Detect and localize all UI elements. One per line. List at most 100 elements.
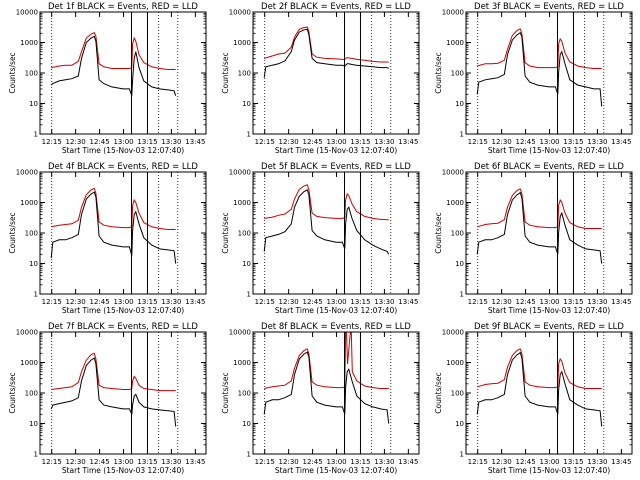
- x-tick-label: 13:00: [539, 458, 559, 466]
- y-axis-label: Counts/sec: [221, 52, 230, 93]
- y-tick-label: 10000: [16, 9, 38, 17]
- series-line-lld: [477, 188, 602, 229]
- y-tick-label: 100: [238, 70, 251, 78]
- panel-det-2: Det 2f BLACK = Events, RED = LLD 1 10 100 10…: [221, 2, 420, 155]
- y-tick-label: 1: [247, 291, 251, 299]
- x-tick-label: 12:30: [279, 298, 299, 306]
- panel-title: Det 5f BLACK = Events, RED = LLD: [261, 162, 411, 172]
- panel-title: Det 7f BLACK = Events, RED = LLD: [48, 322, 198, 332]
- x-tick-label: 13:30: [374, 138, 394, 146]
- x-tick-label: 12:30: [492, 458, 512, 466]
- panel-det-1: Det 1f BLACK = Events, RED = LLD 1 10 100 10…: [8, 2, 207, 155]
- x-tick-label: 12:30: [279, 458, 299, 466]
- x-tick-label: 13:00: [326, 138, 346, 146]
- panel-title: Det 3f BLACK = Events, RED = LLD: [474, 2, 624, 12]
- series-line-events: [263, 189, 390, 255]
- x-tick-label: 12:30: [492, 138, 512, 146]
- series-line-lld: [477, 28, 602, 69]
- series-line-events: [263, 28, 389, 78]
- x-tick-label: 13:30: [161, 138, 181, 146]
- x-tick-label: 12:30: [66, 298, 86, 306]
- series-line-lld: [477, 348, 602, 389]
- x-tick-label: 13:45: [398, 138, 418, 146]
- x-tick-label: 13:45: [398, 458, 418, 466]
- plot-frame: [252, 11, 420, 135]
- x-tick-label: 13:30: [374, 458, 394, 466]
- panel-title: Det 4f BLACK = Events, RED = LLD: [48, 162, 198, 172]
- x-tick-label: 12:15: [468, 298, 488, 306]
- x-tick-label: 13:45: [611, 138, 631, 146]
- y-tick-label: 10: [455, 100, 464, 108]
- x-axis-label: Start Time (15-Nov-03 12:07:40): [488, 146, 610, 155]
- panel-det-8: Det 8f BLACK = Events, RED = LLD 1 10 100 10…: [221, 322, 420, 475]
- plot-frame: [39, 331, 207, 455]
- y-tick-label: 10000: [16, 329, 38, 337]
- x-tick-label: 12:45: [302, 458, 322, 466]
- series-line-lld: [264, 184, 389, 221]
- panel-det-6: Det 6f BLACK = Events, RED = LLD 1 10 100 10…: [434, 162, 633, 315]
- panel-det-3: Det 3f BLACK = Events, RED = LLD 1 10 100 10…: [434, 2, 633, 155]
- series-group: [50, 352, 177, 427]
- series-group: [263, 331, 390, 424]
- y-tick-label: 1000: [233, 359, 251, 367]
- x-tick-label: 12:15: [255, 138, 275, 146]
- x-tick-label: 12:45: [89, 298, 109, 306]
- x-tick-label: 13:00: [113, 138, 133, 146]
- series-line-events: [476, 351, 603, 427]
- series-group: [263, 184, 390, 255]
- plot-frame: [252, 331, 420, 455]
- x-tick-label: 13:45: [185, 458, 205, 466]
- y-axis-label: Counts/sec: [434, 212, 443, 253]
- series-group: [476, 348, 603, 427]
- x-tick-label: 12:45: [515, 458, 535, 466]
- plot-frame: [39, 11, 207, 135]
- x-tick-label: 12:45: [515, 298, 535, 306]
- x-tick-label: 13:45: [611, 458, 631, 466]
- y-axis-label: Counts/sec: [8, 372, 17, 413]
- y-tick-label: 1: [247, 451, 251, 459]
- y-tick-label: 100: [25, 70, 38, 78]
- plot-frame: [465, 331, 633, 455]
- x-tick-label: 12:45: [302, 298, 322, 306]
- y-tick-label: 10000: [442, 9, 464, 17]
- x-tick-label: 13:15: [137, 458, 157, 466]
- y-tick-label: 1: [460, 131, 464, 139]
- x-tick-label: 13:00: [539, 138, 559, 146]
- x-tick-label: 13:30: [374, 298, 394, 306]
- x-tick-label: 13:30: [587, 458, 607, 466]
- y-tick-label: 1000: [446, 359, 464, 367]
- y-axis-label: Counts/sec: [434, 52, 443, 93]
- x-tick-label: 12:30: [66, 138, 86, 146]
- panel-det-4: Det 4f BLACK = Events, RED = LLD 1 10 100 10…: [8, 162, 207, 315]
- y-tick-label: 10: [29, 260, 38, 268]
- x-axis-label: Start Time (15-Nov-03 12:07:40): [275, 466, 397, 475]
- x-tick-label: 13:30: [587, 298, 607, 306]
- x-tick-label: 12:15: [255, 298, 275, 306]
- y-tick-label: 1000: [446, 199, 464, 207]
- plot-frame: [465, 11, 633, 135]
- y-tick-label: 10000: [229, 329, 251, 337]
- x-tick-label: 13:00: [113, 298, 133, 306]
- series-line-events: [50, 191, 177, 264]
- x-tick-label: 13:00: [113, 458, 133, 466]
- y-tick-label: 10000: [442, 169, 464, 177]
- x-tick-label: 12:30: [492, 298, 512, 306]
- y-tick-label: 100: [238, 230, 251, 238]
- plot-frame: [252, 171, 420, 295]
- y-tick-label: 10000: [229, 9, 251, 17]
- x-tick-label: 12:45: [302, 138, 322, 146]
- y-tick-label: 1000: [233, 39, 251, 47]
- y-tick-label: 10: [242, 100, 251, 108]
- y-tick-label: 10000: [16, 169, 38, 177]
- y-tick-label: 10000: [229, 169, 251, 177]
- y-tick-label: 10: [455, 420, 464, 428]
- x-tick-label: 12:30: [66, 458, 86, 466]
- x-tick-label: 13:15: [563, 298, 583, 306]
- series-group: [50, 32, 177, 96]
- y-tick-label: 10: [242, 260, 251, 268]
- panel-det-9: Det 9f BLACK = Events, RED = LLD 1 10 100 10…: [434, 322, 633, 475]
- x-tick-label: 13:30: [161, 458, 181, 466]
- y-tick-label: 1: [460, 451, 464, 459]
- y-tick-label: 1000: [20, 39, 38, 47]
- x-tick-label: 13:45: [611, 298, 631, 306]
